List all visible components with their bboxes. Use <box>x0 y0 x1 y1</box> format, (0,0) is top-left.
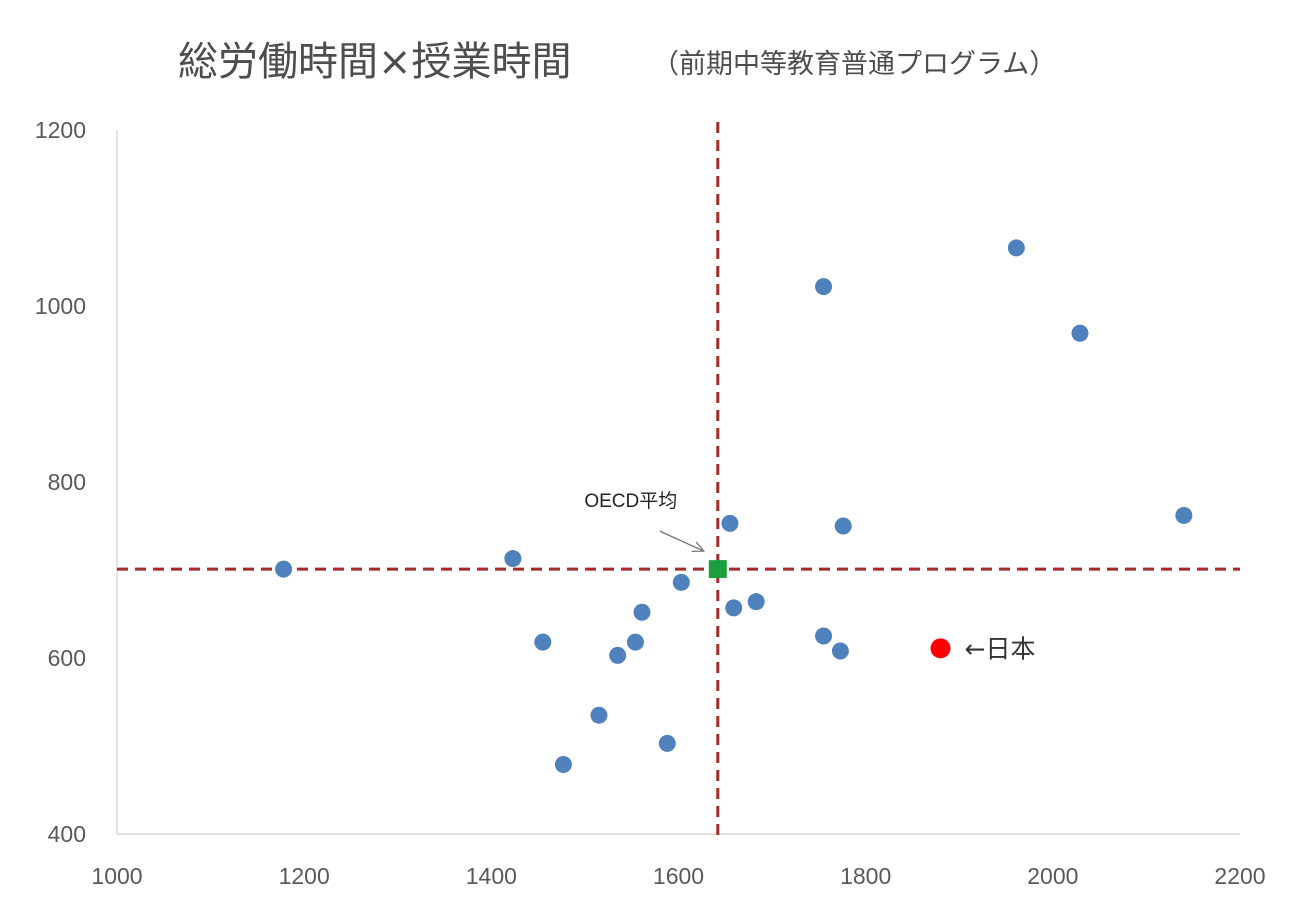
japan-label: ←日本 <box>965 634 1036 663</box>
y-tick-label: 600 <box>48 645 86 671</box>
data-point <box>590 706 608 724</box>
data-point <box>815 627 833 645</box>
data-point <box>275 560 293 578</box>
japan-marker <box>930 638 951 659</box>
x-tick-label: 2000 <box>1027 863 1078 889</box>
oecd-arrow-head <box>691 541 706 553</box>
data-point <box>1071 324 1089 342</box>
data-point <box>626 633 644 651</box>
x-tick-label: 1400 <box>466 863 517 889</box>
x-tick-labels: 1000 1200 1400 1600 1800 2000 2200 <box>91 863 1265 889</box>
oecd-average-marker <box>708 560 727 579</box>
data-point <box>554 755 572 773</box>
x-tick-label: 1800 <box>840 863 891 889</box>
y-tick-label: 400 <box>48 821 86 847</box>
y-tick-label: 800 <box>48 469 86 495</box>
data-point <box>834 517 852 535</box>
chart-title: 総労働時間×授業時間 <box>178 39 572 85</box>
x-tick-label: 2200 <box>1214 863 1265 889</box>
x-tick-label: 1200 <box>279 863 330 889</box>
y-tick-label: 1200 <box>35 117 86 143</box>
data-point <box>831 642 849 660</box>
data-point <box>815 278 833 296</box>
data-point <box>672 573 690 591</box>
data-points <box>275 239 1193 773</box>
x-tick-label: 1000 <box>91 863 142 889</box>
x-tick-label: 1600 <box>653 863 704 889</box>
data-point <box>1007 239 1025 257</box>
data-point <box>658 734 676 752</box>
y-tick-labels: 400 600 800 1000 1200 <box>35 117 86 847</box>
data-point <box>633 603 651 621</box>
data-point <box>534 633 552 651</box>
data-point <box>1175 506 1193 524</box>
data-point <box>725 599 743 617</box>
data-point <box>504 550 522 568</box>
data-point <box>721 514 739 532</box>
chart-subtitle: （前期中等教育普通プログラム） <box>652 49 1056 80</box>
y-tick-label: 1000 <box>35 293 86 319</box>
oecd-average-label: OECD平均 <box>584 490 677 512</box>
data-point <box>609 646 627 664</box>
oecd-arrow <box>659 530 705 552</box>
data-point <box>747 593 765 611</box>
